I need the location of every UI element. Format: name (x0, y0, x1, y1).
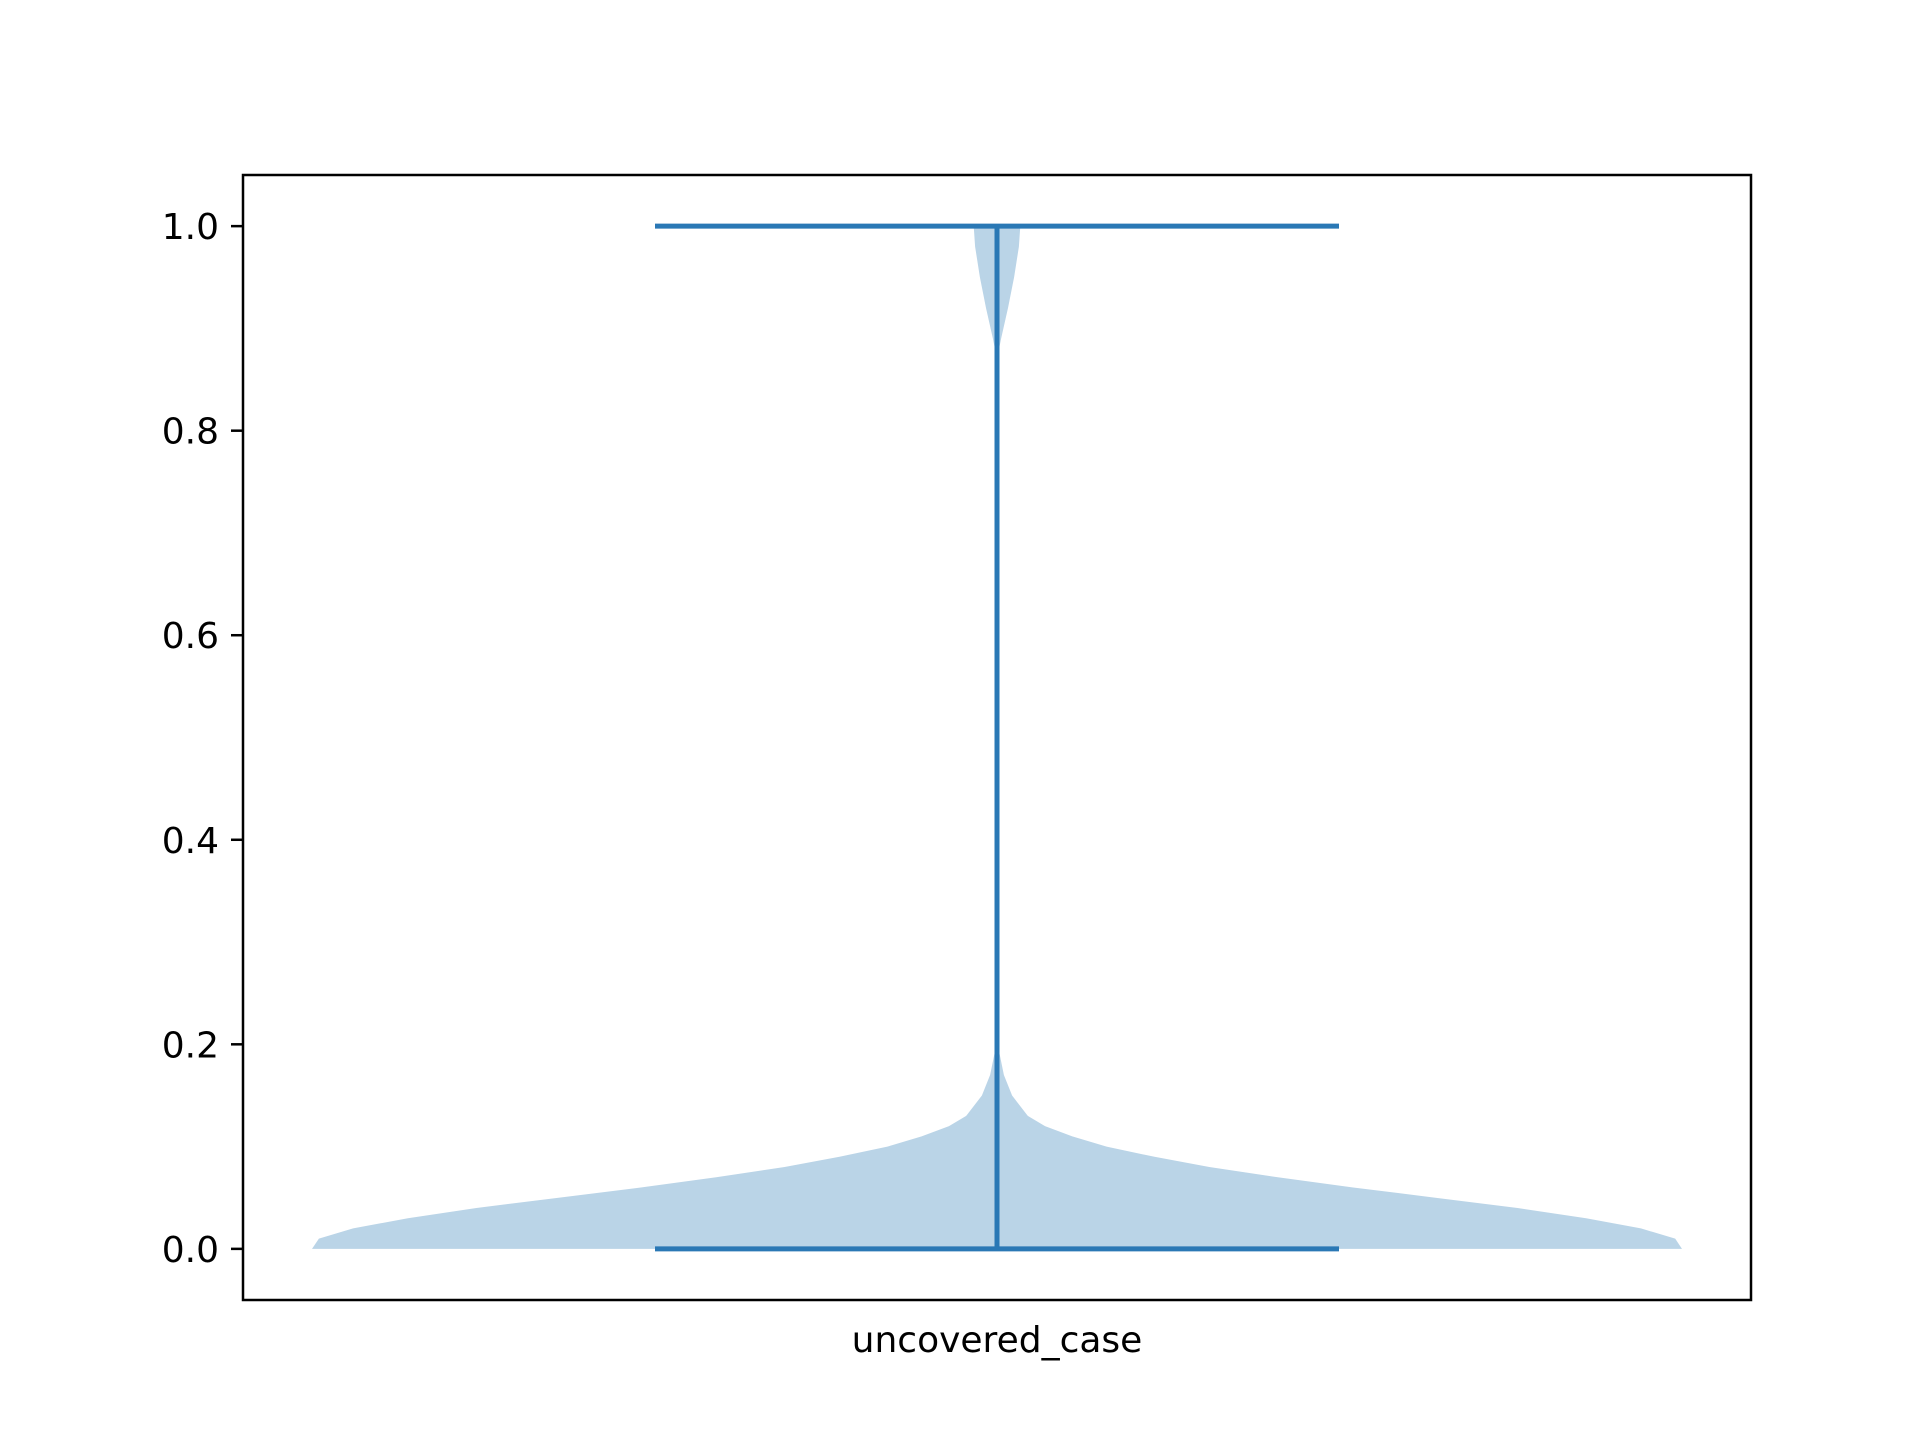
plot-area (312, 223, 1682, 1252)
y-tick-label: 0.6 (162, 616, 219, 657)
axes-frame (241, 173, 1753, 1302)
y-tick-label: 0.0 (162, 1230, 219, 1271)
y-tick-label: 0.2 (162, 1025, 219, 1066)
y-tick-label: 1.0 (162, 207, 219, 248)
axes (231, 173, 1753, 1302)
y-tick-label: 0.8 (162, 412, 219, 453)
axis-labels: uncovered_case 0.0 0.2 0.4 0.6 0.8 1.0 (162, 207, 1143, 1361)
y-tick-label: 0.4 (162, 821, 219, 862)
x-tick-label: uncovered_case (852, 1320, 1143, 1361)
